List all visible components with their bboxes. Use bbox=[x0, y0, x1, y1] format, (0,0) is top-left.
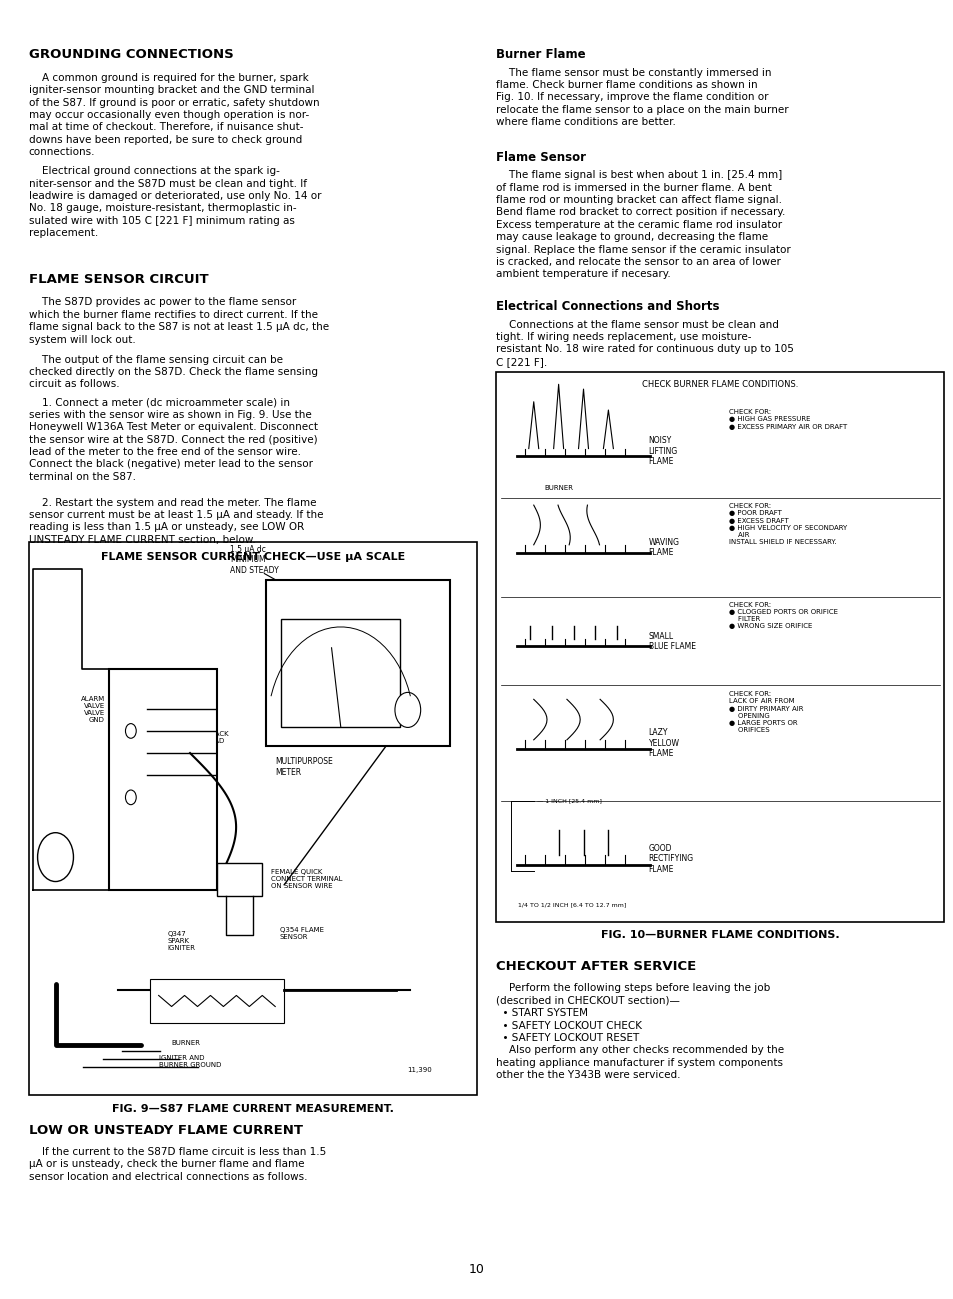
Text: IGNITER AND
BURNER GROUND: IGNITER AND BURNER GROUND bbox=[158, 1055, 221, 1068]
Text: FIG. 9—S87 FLAME CURRENT MEASUREMENT.: FIG. 9—S87 FLAME CURRENT MEASUREMENT. bbox=[112, 1104, 394, 1115]
Bar bbox=[216, 863, 261, 896]
Text: 11,390: 11,390 bbox=[407, 1066, 432, 1073]
Text: Burner Flame: Burner Flame bbox=[496, 48, 585, 61]
Bar bbox=[150, 979, 284, 1024]
Text: FLAME SENSOR CURRENT CHECK—USE μA SCALE: FLAME SENSOR CURRENT CHECK—USE μA SCALE bbox=[101, 552, 404, 562]
Bar bbox=[29, 542, 476, 1095]
Text: The flame signal is best when about 1 in. [25.4 mm]
of flame rod is immersed in : The flame signal is best when about 1 in… bbox=[496, 170, 790, 279]
Text: Q347
SPARK
IGNITER: Q347 SPARK IGNITER bbox=[168, 931, 195, 951]
Text: LAZY
YELLOW
FLAME: LAZY YELLOW FLAME bbox=[648, 729, 679, 759]
Text: NOISY
LIFTING
FLAME: NOISY LIFTING FLAME bbox=[648, 436, 677, 466]
Text: Flame Sensor: Flame Sensor bbox=[496, 151, 585, 164]
Text: BLACK
LEAD: BLACK LEAD bbox=[206, 731, 229, 744]
Text: RED
LEAD: RED LEAD bbox=[409, 664, 430, 683]
Text: — 1 INCH [25.4 mm]: — 1 INCH [25.4 mm] bbox=[537, 799, 601, 804]
Text: Connections at the flame sensor must be clean and
tight. If wiring needs replace: Connections at the flame sensor must be … bbox=[496, 320, 793, 366]
Text: If the current to the S87D flame circuit is less than 1.5
μA or is unsteady, che: If the current to the S87D flame circuit… bbox=[29, 1147, 326, 1182]
Text: CHECK FOR:
● CLOGGED PORTS OR ORIFICE
    FILTER
● WRONG SIZE ORIFICE: CHECK FOR: ● CLOGGED PORTS OR ORIFICE FI… bbox=[728, 601, 838, 630]
Text: 1/4 TO 1/2 INCH [6.4 TO 12.7 mm]: 1/4 TO 1/2 INCH [6.4 TO 12.7 mm] bbox=[518, 903, 626, 908]
Text: GROUNDING CONNECTIONS: GROUNDING CONNECTIONS bbox=[29, 48, 233, 61]
Bar bbox=[281, 618, 400, 726]
Text: Electrical ground connections at the spark ig-
niter-sensor and the S87D must be: Electrical ground connections at the spa… bbox=[29, 166, 321, 238]
Text: SMALL
BLUE FLAME: SMALL BLUE FLAME bbox=[648, 631, 695, 651]
Text: LOW OR UNSTEADY FLAME CURRENT: LOW OR UNSTEADY FLAME CURRENT bbox=[29, 1124, 302, 1137]
Circle shape bbox=[37, 833, 73, 882]
Text: 1. Connect a meter (dc microammeter scale) in
series with the sensor wire as sho: 1. Connect a meter (dc microammeter scal… bbox=[29, 397, 317, 482]
Text: MULTIPURPOSE
METER: MULTIPURPOSE METER bbox=[275, 757, 333, 777]
Text: CHECK FOR:
● POOR DRAFT
● EXCESS DRAFT
● HIGH VELOCITY OF SECONDARY
    AIR
INST: CHECK FOR: ● POOR DRAFT ● EXCESS DRAFT ●… bbox=[728, 503, 846, 546]
Text: CHECK FOR:
● HIGH GAS PRESSURE
● EXCESS PRIMARY AIR OR DRAFT: CHECK FOR: ● HIGH GAS PRESSURE ● EXCESS … bbox=[728, 409, 846, 430]
Text: CHECK FOR:
LACK OF AIR FROM
● DIRTY PRIMARY AIR
    OPENING
● LARGE PORTS OR
   : CHECK FOR: LACK OF AIR FROM ● DIRTY PRIM… bbox=[728, 691, 802, 734]
Circle shape bbox=[126, 724, 136, 738]
Text: ALARM
VALVE
VALVE
GND: ALARM VALVE VALVE GND bbox=[80, 695, 105, 722]
Text: GOOD
RECTIFYING
FLAME: GOOD RECTIFYING FLAME bbox=[648, 844, 693, 874]
Text: 10: 10 bbox=[469, 1263, 484, 1276]
Text: The flame sensor must be constantly immersed in
flame. Check burner flame condit: The flame sensor must be constantly imme… bbox=[496, 68, 788, 127]
Text: The S87D provides ac power to the flame sensor
which the burner flame rectifies : The S87D provides ac power to the flame … bbox=[29, 297, 329, 344]
Circle shape bbox=[395, 692, 420, 727]
Text: FLAME SENSOR CIRCUIT: FLAME SENSOR CIRCUIT bbox=[29, 273, 208, 286]
Text: Q354 FLAME
SENSOR: Q354 FLAME SENSOR bbox=[279, 927, 323, 940]
Text: Perform the following steps before leaving the job
(described in CHECKOUT sectio: Perform the following steps before leavi… bbox=[496, 983, 783, 1081]
Text: FIG. 10—BURNER FLAME CONDITIONS.: FIG. 10—BURNER FLAME CONDITIONS. bbox=[600, 930, 839, 940]
Text: A common ground is required for the burner, spark
igniter-sensor mounting bracke: A common ground is required for the burn… bbox=[29, 73, 319, 157]
Text: The output of the flame sensing circuit can be
checked directly on the S87D. Che: The output of the flame sensing circuit … bbox=[29, 355, 317, 390]
Circle shape bbox=[126, 790, 136, 804]
Text: FEMALE QUICK
CONNECT TERMINAL
ON SENSOR WIRE: FEMALE QUICK CONNECT TERMINAL ON SENSOR … bbox=[271, 869, 342, 890]
Text: Electrical Connections and Shorts: Electrical Connections and Shorts bbox=[496, 300, 719, 313]
Bar bbox=[110, 669, 216, 890]
Bar bbox=[266, 581, 450, 747]
Text: CHECKOUT AFTER SERVICE: CHECKOUT AFTER SERVICE bbox=[496, 960, 696, 973]
Text: 1.5 μA dc
MINIMUM
AND STEADY: 1.5 μA dc MINIMUM AND STEADY bbox=[231, 546, 279, 575]
Text: BURNER: BURNER bbox=[171, 1039, 200, 1046]
Text: CHECK BURNER FLAME CONDITIONS.: CHECK BURNER FLAME CONDITIONS. bbox=[641, 379, 798, 388]
Text: BURNER: BURNER bbox=[543, 485, 573, 491]
Bar bbox=[496, 372, 943, 922]
Text: WAVING
FLAME: WAVING FLAME bbox=[648, 538, 679, 557]
Text: 2. Restart the system and read the meter. The flame
sensor current must be at le: 2. Restart the system and read the meter… bbox=[29, 498, 323, 544]
